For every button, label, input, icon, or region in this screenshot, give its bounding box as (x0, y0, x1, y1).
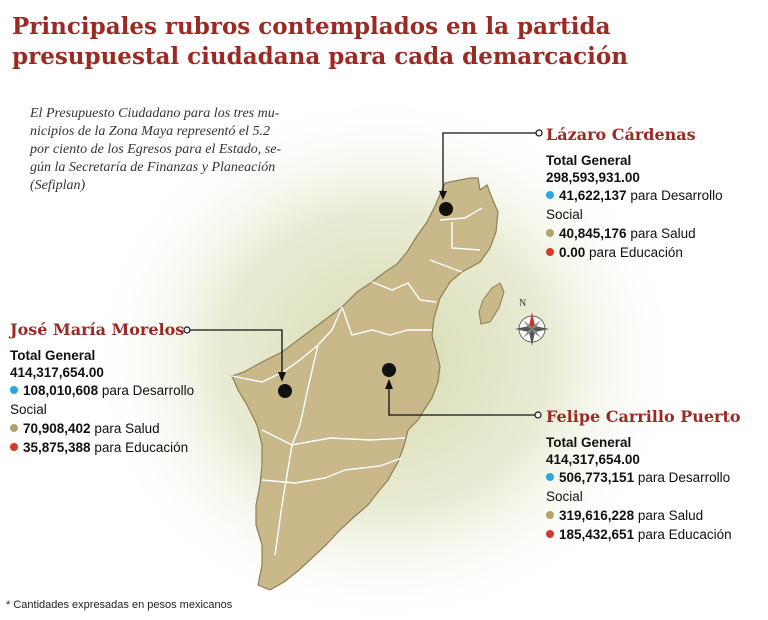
info-block-jose-maria-morelos: José María Morelos Total General 414,317… (10, 320, 194, 457)
leader-end-carrillo (534, 411, 542, 419)
item-label: para Desarrollo (101, 383, 195, 398)
item-desarrollo-social: 108,010,608 para Desarrollo (10, 381, 194, 400)
municipal-borders (231, 207, 483, 556)
leader-end-lazaro (535, 129, 543, 137)
total-label: Total General (546, 153, 632, 168)
leader-line-carrillo (388, 380, 535, 416)
municipality-name: Lázaro Cárdenas (546, 125, 696, 144)
amount: 319,616,228 (559, 508, 635, 523)
municipality-name: Felipe Carrillo Puerto (546, 407, 741, 426)
municipality-name: José María Morelos (10, 320, 185, 339)
amount: 0.00 (559, 245, 586, 260)
tan-bullet-icon (546, 511, 554, 519)
leader-end-morelos (183, 326, 191, 334)
info-block-lazaro-cardenas: Lázaro Cárdenas Total General 298,593,93… (546, 125, 723, 262)
intro-line: gún la Secretaría de Finanzas y Planeaci… (30, 160, 276, 175)
item-educacion: 35,875,388 para Educación (10, 438, 194, 457)
total-label: Total General (546, 435, 632, 450)
amount: 70,908,402 (23, 421, 91, 436)
item-label-continuation: Social (546, 207, 583, 222)
marker-jose-maria-morelos[interactable] (278, 384, 292, 398)
item-salud: 319,616,228 para Salud (546, 506, 741, 525)
item-label: para Salud (94, 421, 160, 436)
marker-felipe-carrillo-puerto[interactable] (382, 363, 396, 377)
total-value: 414,317,654.00 (10, 365, 104, 380)
blue-bullet-icon (10, 386, 18, 394)
title-line-1: Principales rubros contemplados en la pa… (12, 13, 611, 40)
total-label: Total General (10, 348, 96, 363)
intro-line: por ciento de los Egresos para el Estado… (30, 142, 282, 157)
red-bullet-icon (546, 248, 554, 256)
intro-line: El Presupuesto Ciudadano para los tres m… (30, 106, 280, 121)
tan-bullet-icon (10, 424, 18, 432)
marker-lazaro-cardenas[interactable] (439, 202, 453, 216)
amount: 108,010,608 (23, 383, 99, 398)
arrowhead-carrillo (385, 379, 393, 389)
amount: 40,845,176 (559, 226, 627, 241)
item-educacion: 185,432,651 para Educación (546, 525, 741, 544)
intro-line: nicipios de la Zona Maya representó el 5… (30, 124, 271, 139)
tan-bullet-icon (546, 229, 554, 237)
leader-line-morelos (190, 329, 283, 372)
item-label: para Desarrollo (637, 470, 731, 485)
intro-line: (Sefiplan) (30, 178, 86, 193)
amount: 185,432,651 (559, 527, 635, 542)
amount: 35,875,388 (23, 440, 91, 455)
blue-bullet-icon (546, 473, 554, 481)
item-desarrollo-social: 506,773,151 para Desarrollo (546, 468, 741, 487)
leader-line-lazaro (442, 132, 536, 198)
amount: 41,622,137 (559, 188, 627, 203)
red-bullet-icon (10, 443, 18, 451)
compass-rose-icon (515, 312, 549, 346)
item-label: para Salud (630, 226, 696, 241)
info-block-felipe-carrillo-puerto: Felipe Carrillo Puerto Total General 414… (546, 407, 741, 544)
title-line-2: presupuestal ciudadana para cada demarca… (12, 43, 628, 70)
item-educacion: 0.00 para Educación (546, 243, 723, 262)
amount: 506,773,151 (559, 470, 635, 485)
item-desarrollo-social: 41,622,137 para Desarrollo (546, 186, 723, 205)
item-label-continuation: Social (10, 402, 47, 417)
footnote: * Cantidades expresadas en pesos mexican… (6, 599, 233, 611)
item-label: para Educación (94, 440, 189, 455)
arrowhead-morelos (278, 372, 286, 382)
item-salud: 70,908,402 para Salud (10, 419, 194, 438)
compass-north-label: N (519, 298, 527, 309)
item-salud: 40,845,176 para Salud (546, 224, 723, 243)
item-label: para Educación (589, 245, 683, 260)
item-label: para Educación (637, 527, 732, 542)
item-label: para Desarrollo (630, 188, 723, 203)
total-value: 414,317,654.00 (546, 452, 640, 467)
red-bullet-icon (546, 530, 554, 538)
total-value: 298,593,931.00 (546, 170, 640, 185)
page-title: Principales rubros contemplados en la pa… (12, 12, 628, 72)
item-label-continuation: Social (546, 489, 583, 504)
intro-paragraph: El Presupuesto Ciudadano para los tres m… (30, 105, 360, 195)
blue-bullet-icon (546, 191, 554, 199)
arrowhead-lazaro (439, 191, 447, 200)
island-cozumel (478, 282, 505, 325)
item-label: para Salud (637, 508, 704, 523)
